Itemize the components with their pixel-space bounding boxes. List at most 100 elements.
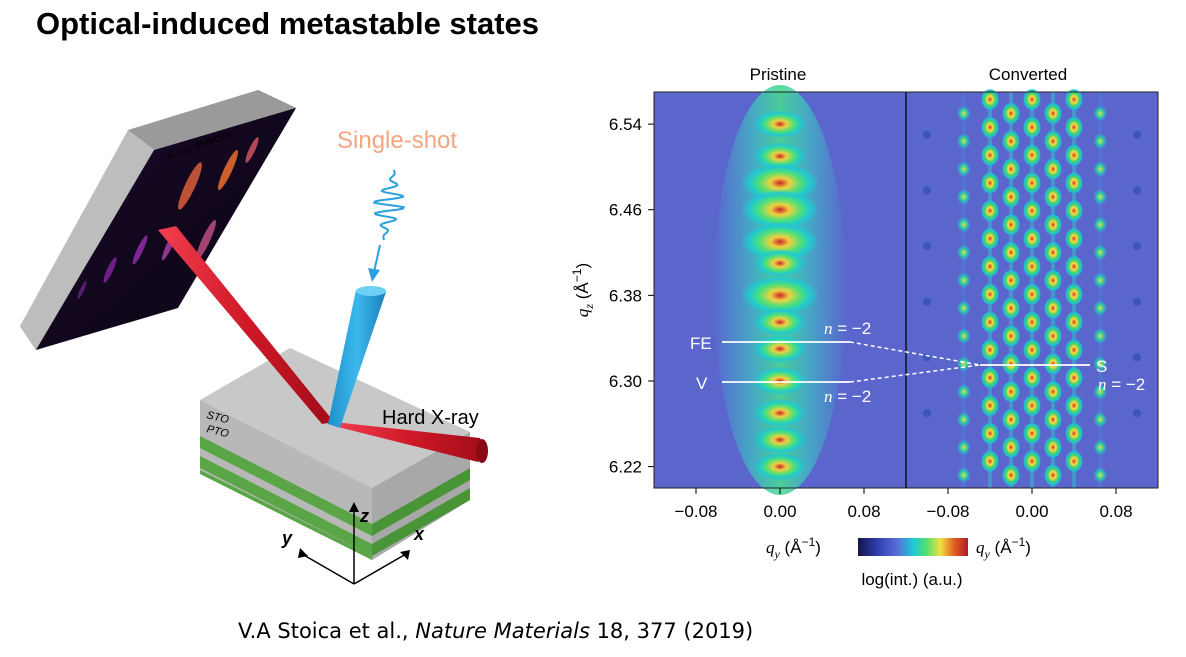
hard-xray-label: Hard X-ray: [382, 407, 479, 429]
x-tick-label: −0.08: [674, 502, 717, 521]
converted-peak: [981, 283, 999, 305]
converted-peak: [957, 467, 971, 483]
converted-peak: [1065, 172, 1083, 194]
converted-peak: [1023, 200, 1041, 222]
converted-rod: [962, 92, 966, 488]
converted-peak: [1044, 436, 1062, 458]
converted-peak: [1065, 339, 1083, 361]
converted-peak: [981, 200, 999, 222]
converted-peak: [1023, 283, 1041, 305]
converted-peak: [957, 217, 971, 233]
converted-peak: [1065, 450, 1083, 472]
converted-peak: [1044, 325, 1062, 347]
converted-peak: [1065, 395, 1083, 417]
converted-peak: [1002, 214, 1020, 236]
converted-peak: [1002, 130, 1020, 152]
converted-peak: [1023, 172, 1041, 194]
pump-wave-packet: [374, 170, 403, 240]
converted-peak: [1002, 436, 1020, 458]
figure-canvas: X-ray detector STO PTO Single-shot Hard …: [0, 0, 1186, 657]
converted-peak: [1002, 464, 1020, 486]
converted-peak: [1044, 158, 1062, 180]
converted-peak: [1044, 214, 1062, 236]
y-tick-label: 6.22: [609, 458, 642, 477]
converted-peak: [1044, 186, 1062, 208]
y-tick-label: 6.54: [609, 115, 642, 134]
converted-peak: [957, 133, 971, 149]
pristine-peak: [754, 453, 806, 481]
converted-peak: [1093, 272, 1107, 288]
converted-faint-peak: [923, 242, 931, 250]
converted-peak: [1093, 245, 1107, 261]
converted-faint-peak: [923, 131, 931, 139]
converted-faint-peak: [923, 409, 931, 417]
converted-peak: [981, 116, 999, 138]
converted-peak: [1093, 189, 1107, 205]
converted-peak: [1002, 242, 1020, 264]
converted-peak: [1002, 158, 1020, 180]
converted-peak: [981, 450, 999, 472]
converted-peak: [1044, 242, 1062, 264]
converted-peak: [1023, 228, 1041, 250]
converted-peak: [1093, 300, 1107, 316]
diffraction-figure: Pristine Converted 6.546.466.386.306.22 …: [570, 65, 1158, 589]
converted-peak: [1044, 102, 1062, 124]
x-tick-label: 0.00: [763, 502, 796, 521]
converted-peak: [981, 255, 999, 277]
citation: V.A Stoica et al., Nature Materials 18, …: [238, 619, 753, 643]
converted-peak: [1023, 255, 1041, 277]
converted-peak: [1023, 116, 1041, 138]
converted-peak: [981, 422, 999, 444]
converted-peak: [981, 228, 999, 250]
converted-faint-peak: [1133, 409, 1141, 417]
y-tick-label: 6.46: [609, 201, 642, 220]
converted-faint-peak: [923, 186, 931, 194]
converted-faint-peak: [923, 353, 931, 361]
converted-peak: [1093, 217, 1107, 233]
pristine-peak: [754, 399, 806, 427]
converted-heatmap: [906, 88, 1158, 488]
converted-peak: [957, 105, 971, 121]
pristine-peak: [754, 335, 806, 363]
converted-rod: [1098, 92, 1102, 488]
converted-peak: [1065, 422, 1083, 444]
converted-peak: [1044, 297, 1062, 319]
s-label: S: [1096, 357, 1107, 376]
converted-peak: [1023, 144, 1041, 166]
y-tick-label: 6.38: [609, 286, 642, 305]
pristine-peak: [754, 249, 806, 277]
colorbar-label: log(int.) (a.u.): [861, 570, 962, 589]
converted-faint-peak: [1133, 131, 1141, 139]
converted-peak: [1023, 450, 1041, 472]
citation-journal: Nature Materials: [415, 619, 590, 643]
converted-peak: [957, 189, 971, 205]
converted-faint-peak: [923, 298, 931, 306]
converted-peak: [1065, 367, 1083, 389]
citation-details: 18, 377 (2019): [590, 619, 753, 643]
converted-peak: [1065, 228, 1083, 250]
single-shot-label: Single-shot: [337, 127, 457, 154]
converted-peak: [957, 272, 971, 288]
converted-peak: [1065, 255, 1083, 277]
converted-peak: [1093, 439, 1107, 455]
converted-peak: [1002, 353, 1020, 375]
converted-peak: [1002, 186, 1020, 208]
x-axis-label: x: [413, 524, 425, 544]
converted-peak: [1023, 367, 1041, 389]
s-order-label: n = −2: [1098, 375, 1145, 394]
colorbar: [858, 538, 968, 556]
converted-peak: [957, 384, 971, 400]
converted-peak: [957, 439, 971, 455]
converted-faint-peak: [1133, 353, 1141, 361]
x-tick-label: −0.08: [926, 502, 969, 521]
converted-peak: [1093, 467, 1107, 483]
converted-peak: [1002, 102, 1020, 124]
converted-peak: [957, 328, 971, 344]
converted-peak: [957, 300, 971, 316]
converted-peak: [1065, 144, 1083, 166]
pristine-peak: [754, 308, 806, 336]
converted-faint-peak: [1133, 186, 1141, 194]
z-axis-label: z: [359, 506, 369, 526]
converted-peak: [1002, 269, 1020, 291]
converted-peak: [1093, 105, 1107, 121]
